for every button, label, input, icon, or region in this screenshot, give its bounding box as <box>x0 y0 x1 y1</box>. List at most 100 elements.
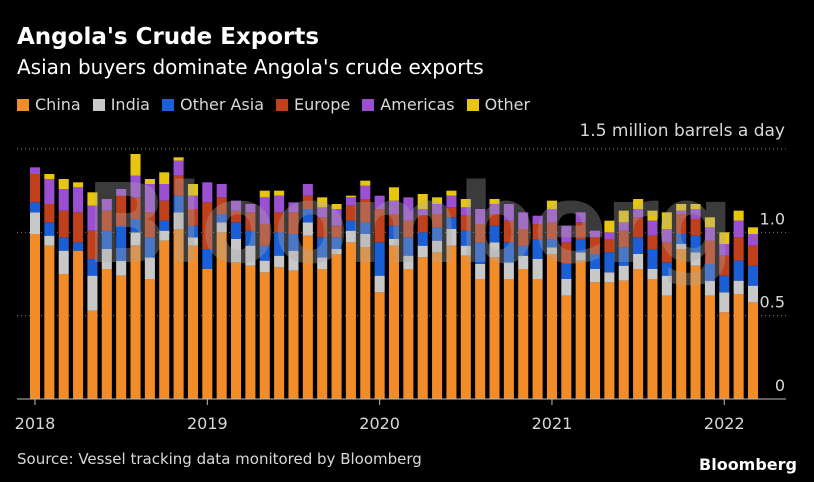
bar-segment-americas <box>173 160 184 176</box>
bar-segment-other-asia <box>274 232 285 256</box>
bar-segment-americas <box>331 209 342 226</box>
bar-segment-europe <box>417 215 428 233</box>
bar-segment-other-asia <box>44 222 55 236</box>
bar-segment-other <box>661 212 672 229</box>
bar-segment-other <box>489 199 500 204</box>
bar-segment-europe <box>73 212 84 243</box>
bar-segment-india <box>58 250 69 274</box>
bar-segment-other-asia <box>747 265 759 286</box>
bar-segment-europe <box>130 197 141 219</box>
bar-segment-americas <box>130 175 141 198</box>
bar-segment-europe <box>331 225 342 238</box>
stacked-bar-chart: 0 0.5 1.0 2018 2019 2020 2021 2022 <box>15 148 786 433</box>
bar-segment-europe <box>345 205 356 221</box>
bar-segment-china <box>144 279 155 399</box>
chart-subtitle: Asian buyers dominate Angola's crude exp… <box>17 55 484 79</box>
bar-segment-europe <box>633 217 644 238</box>
bar-segment-china <box>202 269 213 399</box>
bar-segment-india <box>274 255 285 268</box>
bar-segment-europe <box>676 214 687 234</box>
bar-segment-china <box>216 232 227 399</box>
bar-segment-china <box>704 295 715 399</box>
bar-segment-europe <box>432 214 443 228</box>
bar-segment-other-asia <box>345 220 356 231</box>
bar-segment-europe <box>116 195 127 226</box>
bar-segment-americas <box>231 200 242 211</box>
bar-segment-china <box>87 310 98 399</box>
bar-segment-europe <box>87 230 98 259</box>
bar-segment-other-asia <box>130 219 141 233</box>
bar-segment-americas <box>317 207 328 218</box>
bar-segment-europe <box>374 209 385 243</box>
bar-segment-other <box>747 227 759 234</box>
bar-segment-china <box>618 280 629 399</box>
bar-segment-europe <box>503 220 514 243</box>
bar-segment-europe <box>446 207 457 218</box>
bar-segment-other <box>130 154 141 176</box>
bar-segment-china <box>245 265 256 399</box>
bar-segment-europe <box>647 235 658 249</box>
bar-segment-other <box>73 182 84 188</box>
bar-segment-americas <box>460 207 471 216</box>
bar-segment-china <box>446 245 457 399</box>
bar-segment-india <box>546 247 557 254</box>
bar-segment-other-asia <box>159 220 170 231</box>
bar-segment-india <box>604 272 615 283</box>
bar-segment-europe <box>719 255 730 276</box>
bar-segment-other-asia <box>144 237 155 258</box>
bar-segment-europe <box>173 175 184 196</box>
bar-segment-china <box>690 265 701 399</box>
bar-segment-other <box>633 199 644 209</box>
bar-segment-americas <box>288 202 299 213</box>
bar-segment-india <box>29 212 41 234</box>
bar-segment-other-asia <box>704 264 715 281</box>
bar-segment-europe <box>44 204 55 223</box>
bar-segment-europe <box>747 245 759 266</box>
legend-swatch-other <box>466 98 479 111</box>
bar-segment-india <box>101 249 112 269</box>
bar-segment-americas <box>446 195 457 208</box>
bar-segment-americas <box>58 189 69 211</box>
bar-segment-china <box>388 245 400 399</box>
bar-segment-india <box>690 252 701 266</box>
bar-segment-europe <box>274 212 285 233</box>
bar-segment-other-asia <box>532 239 543 259</box>
bar-segment-europe <box>259 224 270 246</box>
bar-segment-americas <box>73 187 84 213</box>
bar-segment-china <box>374 292 385 399</box>
bar-segment-other <box>274 190 285 196</box>
bar-segment-india <box>460 245 471 256</box>
bar-segment-americas <box>302 184 313 196</box>
bar-segment-other-asia <box>216 214 227 223</box>
bar-segment-americas <box>374 195 385 209</box>
legend-label-americas: Americas <box>380 95 455 114</box>
bar-segment-europe <box>159 200 170 221</box>
bar-segment-europe <box>58 210 69 238</box>
bar-segment-americas <box>259 197 270 224</box>
bar-segment-india <box>647 269 658 279</box>
bar-segment-other-asia <box>590 254 601 269</box>
bar-segment-china <box>274 267 285 399</box>
bar-segment-china <box>575 260 586 399</box>
source-note: Source: Vessel tracking data monitored b… <box>17 450 422 468</box>
chart-legend: China India Other Asia Europe Americas O… <box>17 95 542 114</box>
bar-segment-europe <box>532 224 543 239</box>
bar-segment-other <box>460 199 471 208</box>
bar-segment-americas <box>618 222 629 231</box>
bloomberg-logo: Bloomberg <box>699 455 797 474</box>
bar-segment-americas <box>29 167 41 174</box>
bar-segment-other-asia <box>690 235 701 253</box>
bar-segment-china <box>173 229 184 399</box>
bar-segment-other-asia <box>259 245 270 261</box>
bar-segment-americas <box>274 195 285 213</box>
bar-segment-americas <box>518 212 529 229</box>
bar-segment-other-asia <box>719 275 730 293</box>
bar-segment-india <box>374 275 385 293</box>
legend-item-europe: Europe <box>276 95 350 114</box>
bar-segment-other-asia <box>173 195 184 213</box>
bar-segment-americas <box>417 209 428 216</box>
bar-segment-other <box>345 195 356 198</box>
chart-title: Angola's Crude Exports <box>17 24 320 50</box>
bar-segment-americas <box>604 232 615 239</box>
legend-label-other-asia: Other Asia <box>179 95 265 114</box>
